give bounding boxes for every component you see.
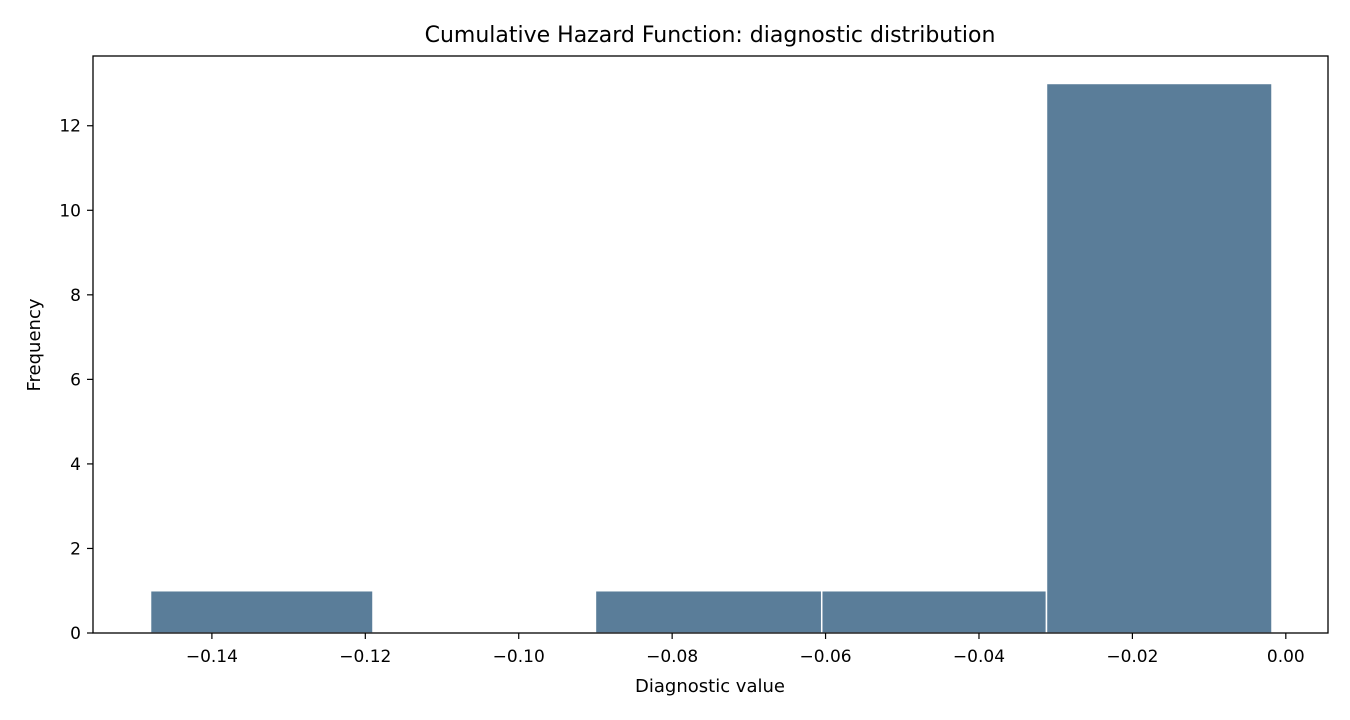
x-tick-label-7: 0.00 xyxy=(1267,647,1305,667)
y-axis-ticks: 0 2 4 6 8 10 12 xyxy=(59,117,93,644)
histogram-bar-3 xyxy=(820,589,1048,634)
bars-group xyxy=(149,82,1273,634)
y-tick-label-3: 6 xyxy=(70,370,81,390)
histogram-bar-0 xyxy=(149,589,374,634)
y-axis-label: Frequency xyxy=(24,298,45,391)
x-tick-label-5: −0.04 xyxy=(953,647,1005,667)
y-tick-label-2: 4 xyxy=(70,455,81,475)
y-tick-label-6: 12 xyxy=(59,117,81,137)
x-tick-label-4: −0.06 xyxy=(800,647,852,667)
x-tick-label-6: −0.02 xyxy=(1106,647,1158,667)
y-tick-label-4: 8 xyxy=(70,286,81,306)
x-tick-label-0: −0.14 xyxy=(186,647,238,667)
y-tick-label-5: 10 xyxy=(59,201,81,221)
x-tick-label-2: −0.10 xyxy=(493,647,545,667)
x-tick-label-1: −0.12 xyxy=(339,647,391,667)
histogram-bar-4 xyxy=(1045,82,1273,634)
chart-title: Cumulative Hazard Function: diagnostic d… xyxy=(425,23,996,48)
x-tick-label-3: −0.08 xyxy=(646,647,698,667)
histogram-bar-2 xyxy=(594,589,823,634)
y-tick-label-0: 0 xyxy=(70,624,81,644)
x-axis-ticks: −0.14 −0.12 −0.10 −0.08 −0.06 −0.04 −0.02 0.00 xyxy=(186,633,1305,667)
y-tick-label-1: 2 xyxy=(70,539,81,559)
x-axis-label: Diagnostic value xyxy=(635,676,785,697)
plot-frame xyxy=(92,55,1329,634)
